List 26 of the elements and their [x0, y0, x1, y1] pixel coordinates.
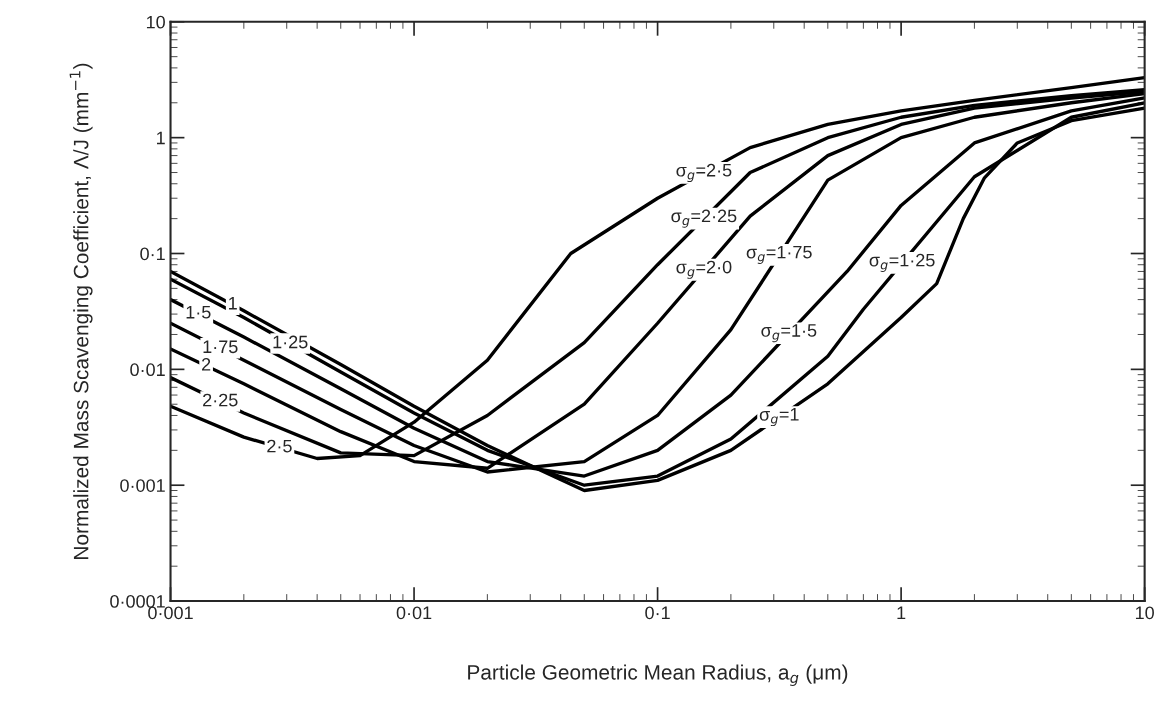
annotation: 2·25 [203, 393, 238, 407]
annotation: 1·25 [273, 335, 308, 349]
annotation: σ$_{g}$=1·25 [869, 253, 935, 272]
x-tick-label: 0·1 [645, 606, 670, 620]
annotation: 1 [229, 297, 237, 310]
annotation: σ$_{g}$=2·25 [671, 209, 737, 228]
x-tick-label: 0·01 [396, 606, 432, 620]
x-tick-label: 1 [897, 606, 906, 620]
annotation: 2 [202, 358, 211, 371]
y-tick-label: 0·01 [130, 363, 165, 377]
y-tick-label: 0·1 [140, 247, 165, 261]
y-tick-label: 10 [146, 15, 165, 29]
x-tick-label: 10 [1135, 606, 1154, 620]
annotation: 1·75 [203, 340, 238, 354]
y-axis-title: Normalized Mass Scavenging Coefficient, Λ/J (mm$^{−1}$) [69, 63, 93, 559]
x-axis-title: Particle Geometric Mean Radius, a$_{g}$ (μm) [468, 664, 848, 686]
annotation: 2·5 [267, 439, 292, 453]
y-tick-label: 0·001 [120, 479, 165, 492]
annotation: σ$_{g}$=2·5 [676, 163, 732, 183]
annotation: σ$_{g}$=1·5 [761, 324, 817, 343]
annotation: 1·5 [186, 305, 211, 319]
annotation: σ$_{g}$=1 [759, 408, 799, 427]
y-tick-label: 1 [157, 131, 165, 145]
y-tick-label: 0·0001 [110, 595, 165, 608]
annotation: σ$_{g}$=1·75 [746, 245, 812, 264]
annotation: σ$_{g}$=2·0 [676, 260, 732, 279]
